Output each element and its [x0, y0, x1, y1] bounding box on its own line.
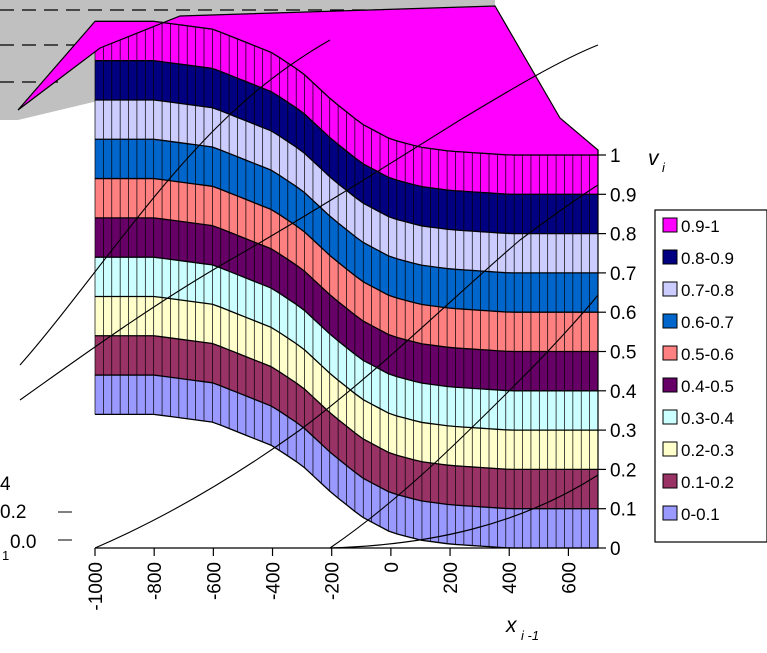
x-tick-label: -800 — [145, 562, 166, 600]
floor-edge — [329, 474, 599, 549]
z-tick-label: 0.5 — [610, 343, 636, 364]
x-axis-title: x — [505, 614, 518, 637]
perspective-line — [19, 39, 331, 366]
y-tick-label: 4 — [0, 474, 11, 495]
y-tick-label: 1 — [2, 548, 9, 563]
x-tick-label: -1000 — [86, 562, 107, 611]
z-axis: 0 0.1 0.2 0.3 0.4 0.5 0.6 0.7 0.8 0.9 1 v i — [597, 146, 666, 560]
surface — [17, 5, 599, 549]
legend-swatch — [662, 281, 678, 297]
legend-label: 0.7-0.8 — [681, 281, 734, 300]
legend-swatch — [662, 313, 678, 329]
x-axis-title-sub: i -1 — [521, 628, 539, 643]
z-tick-label: 1 — [610, 146, 621, 167]
legend-label: 0.5-0.6 — [681, 345, 734, 364]
legend-label: 0-0.1 — [681, 505, 720, 524]
x-axis: -1000 -800 -600 -400 -200 0 200 400 600 x i -1 — [86, 547, 598, 643]
x-tick-label: 200 — [441, 562, 462, 594]
y-tick-label: 0.0 — [10, 532, 36, 553]
x-tick-label: 0 — [382, 562, 403, 573]
z-tick-label: 0 — [610, 539, 621, 560]
perspective-line — [19, 44, 599, 401]
z-tick-label: 0.1 — [610, 500, 636, 521]
legend: 0.9-1 0.8-0.9 0.7-0.8 0.6-0.7 0.5-0.6 0.4-0.5… — [654, 209, 767, 543]
perspective-line — [329, 294, 599, 549]
x-tick-label: 400 — [500, 562, 521, 594]
legend-swatch — [662, 441, 678, 457]
legend-label: 0.6-0.7 — [681, 313, 734, 332]
legend-swatch — [662, 217, 678, 233]
x-tick-label: -600 — [204, 562, 225, 600]
z-tick-label: 0.6 — [610, 303, 636, 324]
z-tick-label: 0.3 — [610, 421, 636, 442]
legend-label: 0.1-0.2 — [681, 473, 734, 492]
z-tick-label: 0.2 — [610, 460, 636, 481]
z-tick-label: 0.7 — [610, 264, 636, 285]
legend-label: 0.8-0.9 — [681, 249, 734, 268]
legend-label: 0.3-0.4 — [681, 409, 734, 428]
x-tick-label: -400 — [264, 562, 285, 600]
legend-label: 0.9-1 — [681, 217, 720, 236]
legend-label: 0.2-0.3 — [681, 441, 734, 460]
surface-cap — [17, 5, 599, 156]
legend-swatch — [662, 345, 678, 361]
y-tick-label: 0.2 — [0, 502, 26, 523]
x-tick-label: 600 — [559, 562, 580, 594]
z-tick-label: 0.9 — [610, 185, 636, 206]
y-axis: 4 0.2 0.0 1 — [0, 474, 72, 563]
legend-swatch — [662, 473, 678, 489]
x-tick-label: -200 — [323, 562, 344, 600]
z-axis-title-sub: i — [662, 160, 666, 175]
legend-swatch — [662, 249, 678, 265]
z-tick-label: 0.8 — [610, 225, 636, 246]
perspective-line — [94, 184, 599, 549]
legend-swatch — [662, 377, 678, 393]
legend-swatch — [662, 505, 678, 521]
legend-swatch — [662, 409, 678, 425]
z-axis-title: v — [648, 147, 660, 170]
z-tick-label: 0.4 — [610, 382, 637, 403]
legend-label: 0.4-0.5 — [681, 377, 734, 396]
